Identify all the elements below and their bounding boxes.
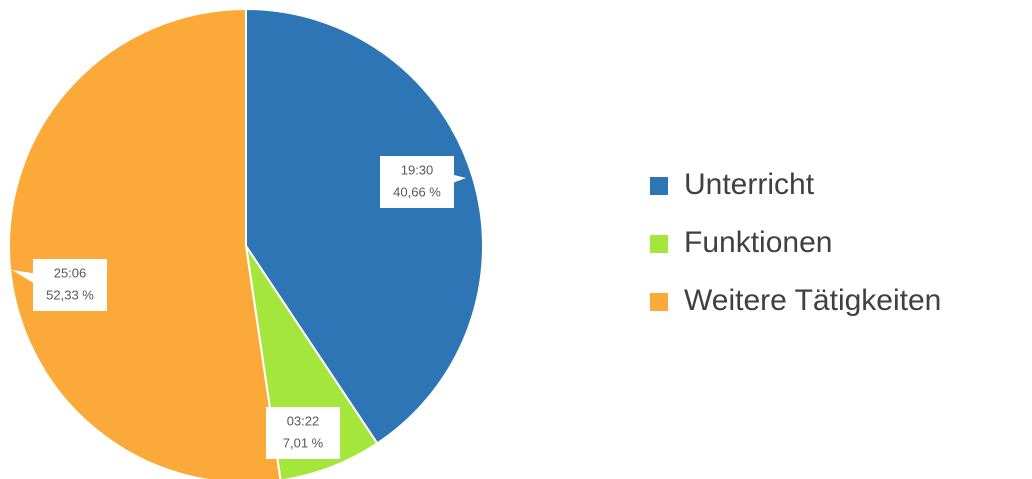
legend-label: Weitere Tätigkeiten: [684, 284, 941, 317]
legend-label: Funktionen: [684, 226, 832, 259]
legend-swatch: [650, 177, 668, 195]
legend-label: Unterricht: [684, 168, 815, 201]
data-label-time: 25:06: [54, 265, 87, 280]
data-label: 40,66 %: [393, 184, 441, 199]
data-label-time: 03:22: [287, 413, 320, 428]
data-label: 7,01 %: [283, 435, 324, 450]
pie-slice: [8, 7, 282, 479]
data-label: 52,33 %: [46, 287, 94, 302]
label-box: [380, 156, 454, 208]
label-box: [33, 259, 107, 311]
legend-swatch: [650, 293, 668, 311]
legend-swatch: [650, 235, 668, 253]
data-label-time: 19:30: [401, 162, 434, 177]
label-box: [266, 407, 340, 459]
